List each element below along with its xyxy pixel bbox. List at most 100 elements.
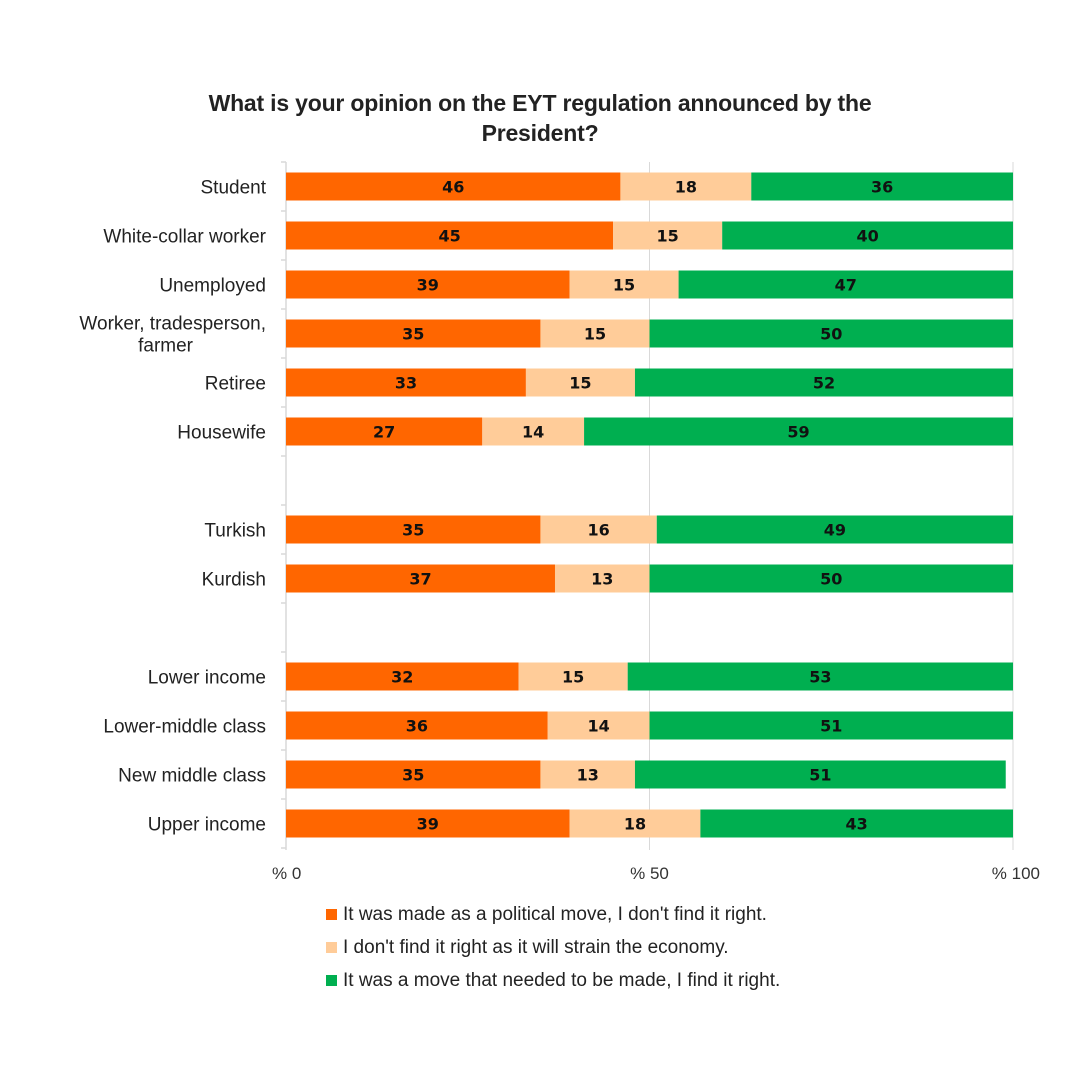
bar-segment-series-1 xyxy=(286,172,621,201)
bar-segment-series-2 xyxy=(569,270,679,299)
data-label: 15 xyxy=(569,374,591,393)
data-label: 18 xyxy=(675,178,697,197)
data-label: 13 xyxy=(591,570,613,589)
bar-segment-series-3 xyxy=(751,172,1013,201)
data-label: 32 xyxy=(391,668,413,687)
legend-swatch-icon xyxy=(326,942,337,953)
x-tick-label: % 100 xyxy=(992,864,1040,883)
data-label: 14 xyxy=(587,717,609,736)
category-label: Housewife xyxy=(177,423,266,444)
data-label: 35 xyxy=(402,766,424,785)
bar-segment-series-3 xyxy=(678,270,1013,299)
bar-segment-series-3 xyxy=(634,760,1006,789)
category-labels: Student White-collar worker Unemployed Work… xyxy=(79,178,266,836)
data-label: 53 xyxy=(809,668,831,687)
bar-segment-series-1 xyxy=(286,662,519,691)
bar-segment-series-2 xyxy=(540,515,657,544)
data-label: 15 xyxy=(613,276,635,295)
bar-segment-series-2 xyxy=(620,172,752,201)
data-label: 35 xyxy=(402,325,424,344)
value-labels: 46 18 36 45 15 40 39 15 47 35 15 50 33 15 52 27 14 59 35 16… xyxy=(373,178,893,834)
category-label: Lower-middle class xyxy=(103,717,266,738)
data-label: 35 xyxy=(402,521,424,540)
chart-title-line-1: What is your opinion on the EYT regulati… xyxy=(208,90,872,116)
data-label: 15 xyxy=(584,325,606,344)
legend-item-1: It was made as a political move, I don't… xyxy=(326,898,780,931)
category-label: White-collar worker xyxy=(103,227,266,248)
bar-segment-series-1 xyxy=(286,221,614,250)
data-label: 50 xyxy=(820,325,842,344)
bar-segment-series-1 xyxy=(286,270,570,299)
bar-segment-series-1 xyxy=(286,564,555,593)
bar-segment-series-1 xyxy=(286,319,541,348)
bar-segment-series-3 xyxy=(722,221,1013,250)
bars xyxy=(286,172,1013,838)
bar-segment-series-1 xyxy=(286,711,548,740)
category-label: Retiree xyxy=(205,374,266,395)
data-label: 36 xyxy=(871,178,893,197)
legend-item-3: It was a move that needed to be made, I … xyxy=(326,964,780,997)
category-label: Turkish xyxy=(204,521,266,542)
data-label: 45 xyxy=(438,227,460,246)
category-label: Kurdish xyxy=(202,570,266,591)
legend-label: It was made as a political move, I don't… xyxy=(343,903,767,925)
bar-segment-series-3 xyxy=(700,809,1013,838)
data-label: 43 xyxy=(846,815,868,834)
bar-segment-series-1 xyxy=(286,809,570,838)
bar-segment-series-2 xyxy=(525,368,635,397)
x-tick-labels: % 0 % 50 % 100 xyxy=(272,864,1040,883)
bar-segment-series-1 xyxy=(286,368,526,397)
legend: It was made as a political move, I don't… xyxy=(326,898,780,997)
data-label: 18 xyxy=(624,815,646,834)
data-label: 46 xyxy=(442,178,464,197)
category-label: Student xyxy=(201,178,267,199)
bar-segment-series-3 xyxy=(649,564,1013,593)
x-tick-label: % 50 xyxy=(630,864,669,883)
bar-segment-series-1 xyxy=(286,417,483,446)
data-label: 14 xyxy=(522,423,544,442)
data-label: 51 xyxy=(820,717,842,736)
data-label: 37 xyxy=(409,570,431,589)
bar-segment-series-2 xyxy=(540,760,635,789)
data-label: 50 xyxy=(820,570,842,589)
data-label: 39 xyxy=(417,276,439,295)
bar-segment-series-2 xyxy=(554,564,650,593)
bar-segment-series-3 xyxy=(656,515,1013,544)
category-label: Worker, tradesperson, farmer xyxy=(79,314,266,357)
bar-segment-series-2 xyxy=(613,221,723,250)
category-label-line: Worker, tradesperson, xyxy=(79,314,266,335)
legend-swatch-icon xyxy=(326,975,337,986)
data-label: 15 xyxy=(562,668,584,687)
category-label: Upper income xyxy=(148,815,266,836)
data-label: 36 xyxy=(406,717,428,736)
x-tick-label: % 0 xyxy=(272,864,301,883)
legend-label: It was a move that needed to be made, I … xyxy=(343,969,781,991)
legend-swatch-icon xyxy=(326,909,337,920)
bar-segment-series-2 xyxy=(547,711,650,740)
y-axis xyxy=(281,161,287,850)
legend-item-2: I don't find it right as it will strain … xyxy=(326,931,780,964)
category-label: Unemployed xyxy=(159,276,266,297)
data-label: 39 xyxy=(417,815,439,834)
category-label-line: farmer xyxy=(138,336,194,357)
bar-segment-series-1 xyxy=(286,515,541,544)
bar-segment-series-1 xyxy=(286,760,541,789)
bar-segment-series-3 xyxy=(627,662,1013,691)
chart-title: What is your opinion on the EYT regulati… xyxy=(120,88,960,148)
data-label: 27 xyxy=(373,423,395,442)
legend-label: I don't find it right as it will strain … xyxy=(343,936,729,958)
data-label: 51 xyxy=(809,766,831,785)
data-label: 47 xyxy=(835,276,857,295)
gridlines xyxy=(649,162,1014,850)
bar-segment-series-3 xyxy=(634,368,1013,397)
data-label: 15 xyxy=(657,227,679,246)
data-label: 52 xyxy=(813,374,835,393)
data-label: 49 xyxy=(824,521,846,540)
bar-segment-series-2 xyxy=(482,417,585,446)
bar-segment-series-3 xyxy=(649,319,1013,348)
chart-title-line-2: President? xyxy=(481,120,599,146)
bar-segment-series-2 xyxy=(518,662,628,691)
category-label: Lower income xyxy=(148,668,266,689)
bar-segment-series-2 xyxy=(569,809,701,838)
